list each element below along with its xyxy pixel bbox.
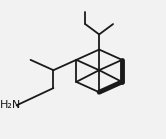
Text: H₂N: H₂N <box>0 100 22 110</box>
